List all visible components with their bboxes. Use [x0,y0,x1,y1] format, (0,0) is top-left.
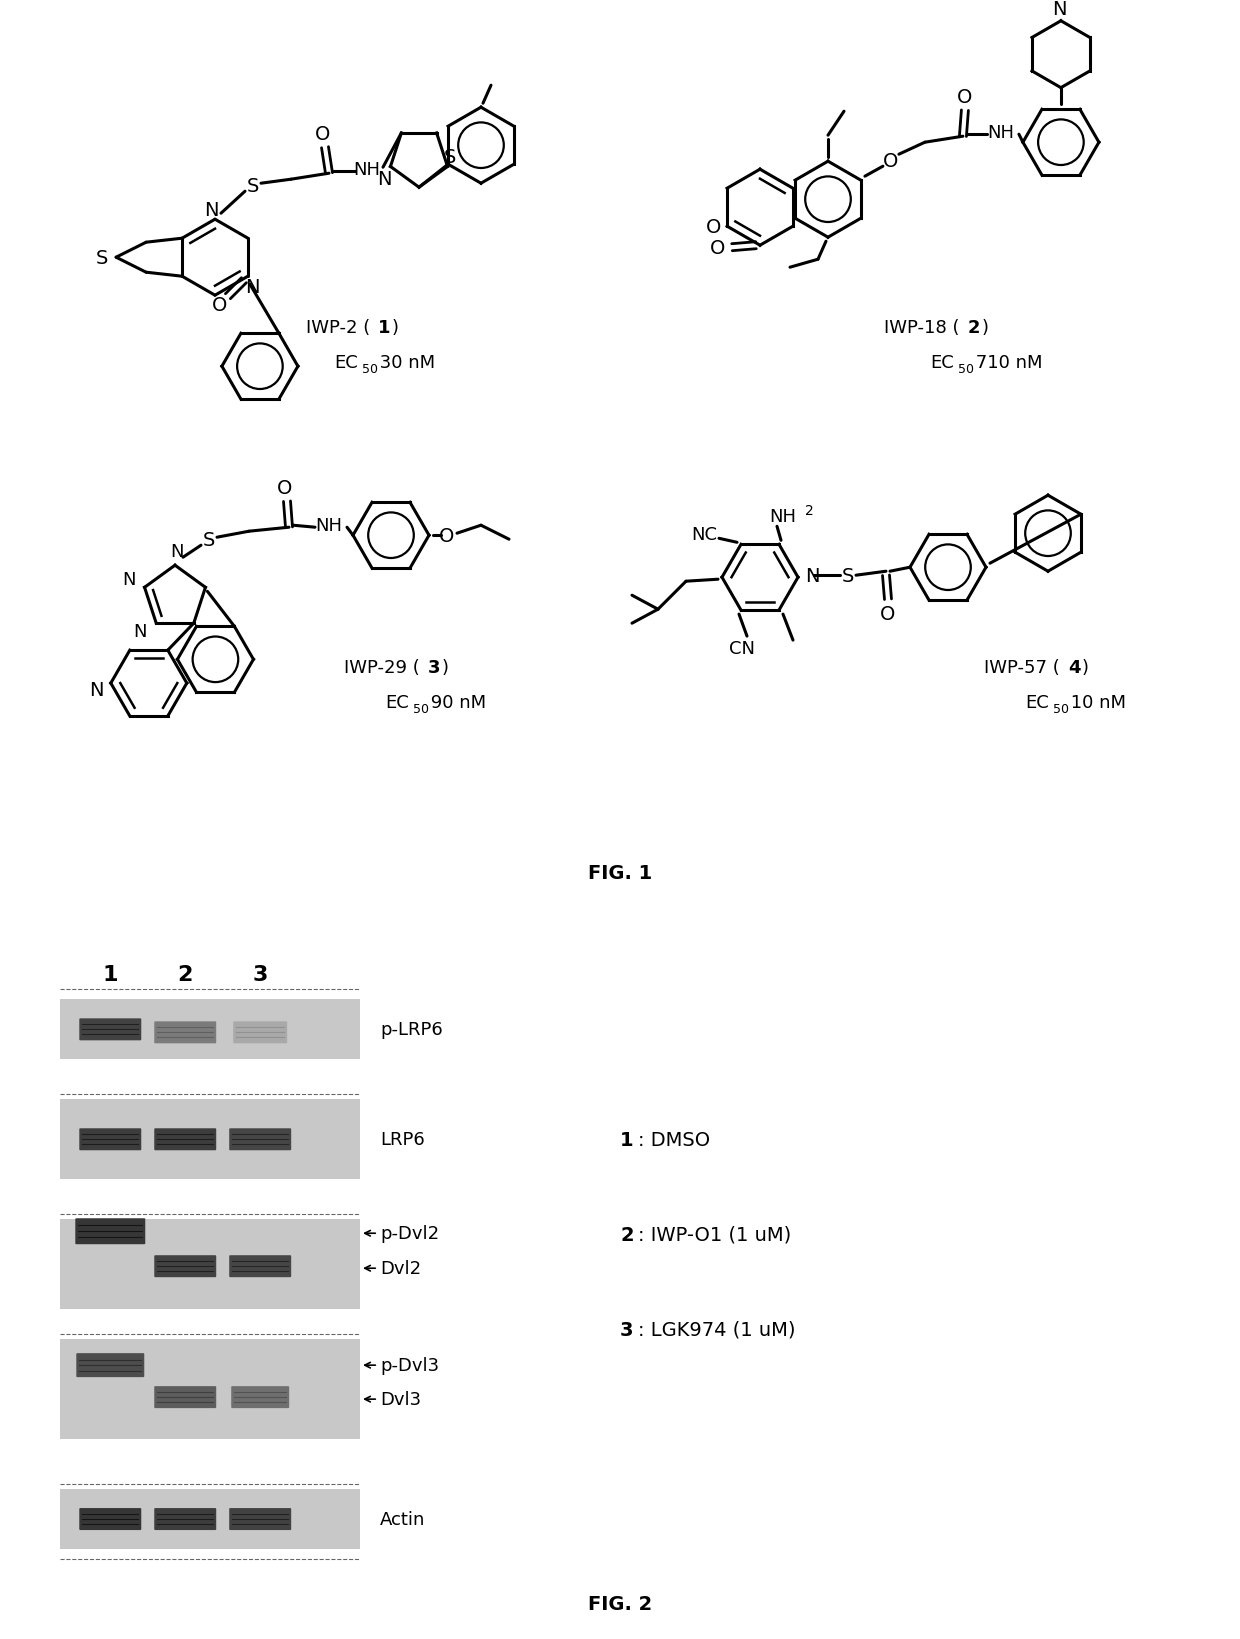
Text: : IWP-O1 (1 uM): : IWP-O1 (1 uM) [639,1224,791,1244]
Text: N: N [1052,0,1066,20]
Text: 4: 4 [1068,659,1080,677]
FancyBboxPatch shape [76,1218,145,1244]
Text: EC: EC [930,354,954,372]
Text: 10 nM: 10 nM [1065,693,1126,711]
FancyBboxPatch shape [77,1354,144,1377]
Text: 90 nM: 90 nM [425,693,486,711]
Text: O: O [439,526,455,546]
FancyBboxPatch shape [233,1021,288,1044]
FancyBboxPatch shape [79,1019,141,1041]
Text: 1: 1 [378,320,391,338]
Text: S: S [95,249,108,267]
Text: O: O [711,239,725,257]
Text: 30 nM: 30 nM [374,354,435,372]
Text: O: O [883,151,899,170]
Text: O: O [212,295,228,315]
Text: 50: 50 [1053,701,1069,715]
Text: O: O [880,605,895,623]
Text: 710 nM: 710 nM [970,354,1043,372]
Text: 50: 50 [413,701,429,715]
Text: N: N [134,623,148,641]
Text: p-LRP6: p-LRP6 [381,1021,443,1039]
Text: CN: CN [729,639,755,657]
Text: p-Dvl2: p-Dvl2 [381,1224,439,1242]
Text: EC: EC [334,354,358,372]
Text: IWP-18 (: IWP-18 ( [884,320,960,338]
Bar [61,1219,360,1310]
Text: FIG. 2: FIG. 2 [588,1593,652,1613]
Text: S: S [247,177,259,195]
Text: FIG. 1: FIG. 1 [588,864,652,882]
Text: O: O [315,125,331,144]
FancyBboxPatch shape [79,1129,141,1151]
FancyBboxPatch shape [79,1508,141,1531]
Text: ): ) [1083,659,1089,677]
FancyBboxPatch shape [154,1129,216,1151]
Bar [61,1000,360,1060]
Text: Actin: Actin [381,1510,425,1528]
Text: : LGK974 (1 uM): : LGK974 (1 uM) [639,1319,796,1339]
Text: O: O [706,218,720,236]
Text: NH: NH [987,125,1014,143]
Text: 3: 3 [428,659,440,677]
Text: NH: NH [770,508,796,526]
Text: Dvl2: Dvl2 [381,1259,422,1277]
Bar [61,1100,360,1180]
Text: 3: 3 [620,1319,634,1339]
Text: N: N [89,680,104,700]
Text: N: N [244,277,259,297]
FancyBboxPatch shape [154,1021,216,1044]
Text: IWP-29 (: IWP-29 ( [345,659,420,677]
FancyBboxPatch shape [154,1387,216,1408]
Text: 2: 2 [805,503,813,518]
Text: EC: EC [384,693,409,711]
FancyBboxPatch shape [231,1387,289,1408]
Text: EC: EC [1025,693,1049,711]
Text: S: S [444,148,456,167]
Text: 2: 2 [968,320,981,338]
Text: NC: NC [691,526,717,544]
Text: ): ) [392,320,399,338]
Text: p-Dvl3: p-Dvl3 [381,1357,439,1375]
Bar [61,1339,360,1439]
Text: N: N [805,567,820,585]
Text: N: N [122,570,135,588]
Bar [61,1490,360,1549]
Text: 1: 1 [103,965,118,985]
Text: NH: NH [353,161,381,179]
Text: N: N [170,543,184,561]
Text: N: N [203,200,218,220]
Text: 3: 3 [253,965,268,985]
Text: : DMSO: : DMSO [639,1129,711,1149]
Text: ): ) [982,320,990,338]
Text: Dvl3: Dvl3 [381,1390,422,1408]
Text: IWP-2 (: IWP-2 ( [306,320,370,338]
Text: 50: 50 [362,362,378,375]
Text: 50: 50 [959,362,973,375]
Text: N: N [377,170,392,188]
Text: S: S [842,567,854,585]
Text: 2: 2 [620,1224,634,1244]
Text: ): ) [441,659,449,677]
Text: NH: NH [315,516,342,534]
FancyBboxPatch shape [154,1255,216,1277]
Text: S: S [203,531,216,549]
FancyBboxPatch shape [229,1508,291,1531]
Text: IWP-57 (: IWP-57 ( [985,659,1060,677]
FancyBboxPatch shape [229,1129,291,1151]
Text: 2: 2 [177,965,193,985]
Text: O: O [278,479,293,497]
FancyBboxPatch shape [154,1508,216,1531]
Text: 1: 1 [620,1129,634,1149]
Text: O: O [957,87,972,107]
Text: LRP6: LRP6 [381,1131,425,1149]
FancyBboxPatch shape [229,1255,291,1277]
